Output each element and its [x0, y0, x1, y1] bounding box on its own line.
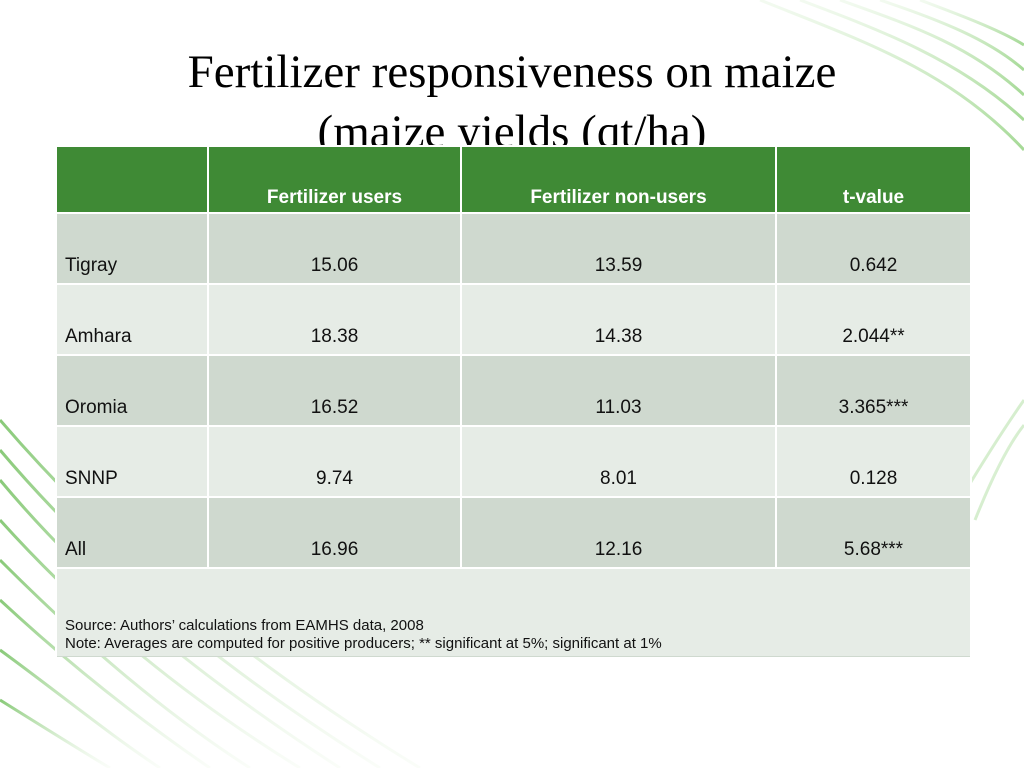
header-fertilizer-users: Fertilizer users: [207, 145, 462, 214]
t-value-cell: 2.044**: [775, 283, 972, 356]
table-row-snnp: SNNP 9.74 8.01 0.128: [55, 425, 972, 498]
header-region: [55, 145, 209, 214]
note-text: Note: Averages are computed for positive…: [65, 635, 662, 652]
source-text: Source: Authors’ calculations from EAMHS…: [65, 617, 424, 634]
non-users-cell: 8.01: [460, 425, 777, 498]
table-footnote: Source: Authors’ calculations from EAMHS…: [55, 567, 972, 657]
users-cell: 15.06: [207, 212, 462, 285]
table-row-all: All 16.96 12.16 5.68***: [55, 496, 972, 569]
non-users-cell: 14.38: [460, 283, 777, 356]
header-fertilizer-non-users: Fertilizer non-users: [460, 145, 777, 214]
table-row-oromia: Oromia 16.52 11.03 3.365***: [55, 354, 972, 427]
region-cell: All: [55, 496, 209, 569]
table-header-row: Fertilizer users Fertilizer non-users t-…: [55, 145, 972, 214]
users-cell: 16.52: [207, 354, 462, 427]
region-cell: Tigray: [55, 212, 209, 285]
t-value-cell: 3.365***: [775, 354, 972, 427]
header-t-value: t-value: [775, 145, 972, 214]
title-line-1: Fertilizer responsiveness on maize: [187, 46, 837, 98]
table-note-row: Source: Authors’ calculations from EAMHS…: [55, 567, 972, 657]
users-cell: 16.96: [207, 496, 462, 569]
region-cell: Oromia: [55, 354, 209, 427]
region-cell: Amhara: [55, 283, 209, 356]
slide-title: Fertilizer responsiveness on maize (maiz…: [0, 42, 1024, 162]
table-row-tigray: Tigray 15.06 13.59 0.642: [55, 212, 972, 285]
t-value-cell: 0.128: [775, 425, 972, 498]
table-row-amhara: Amhara 18.38 14.38 2.044**: [55, 283, 972, 356]
users-cell: 18.38: [207, 283, 462, 356]
non-users-cell: 12.16: [460, 496, 777, 569]
non-users-cell: 11.03: [460, 354, 777, 427]
yield-table: Fertilizer users Fertilizer non-users t-…: [55, 145, 972, 657]
users-cell: 9.74: [207, 425, 462, 498]
t-value-cell: 0.642: [775, 212, 972, 285]
region-cell: SNNP: [55, 425, 209, 498]
t-value-cell: 5.68***: [775, 496, 972, 569]
non-users-cell: 13.59: [460, 212, 777, 285]
